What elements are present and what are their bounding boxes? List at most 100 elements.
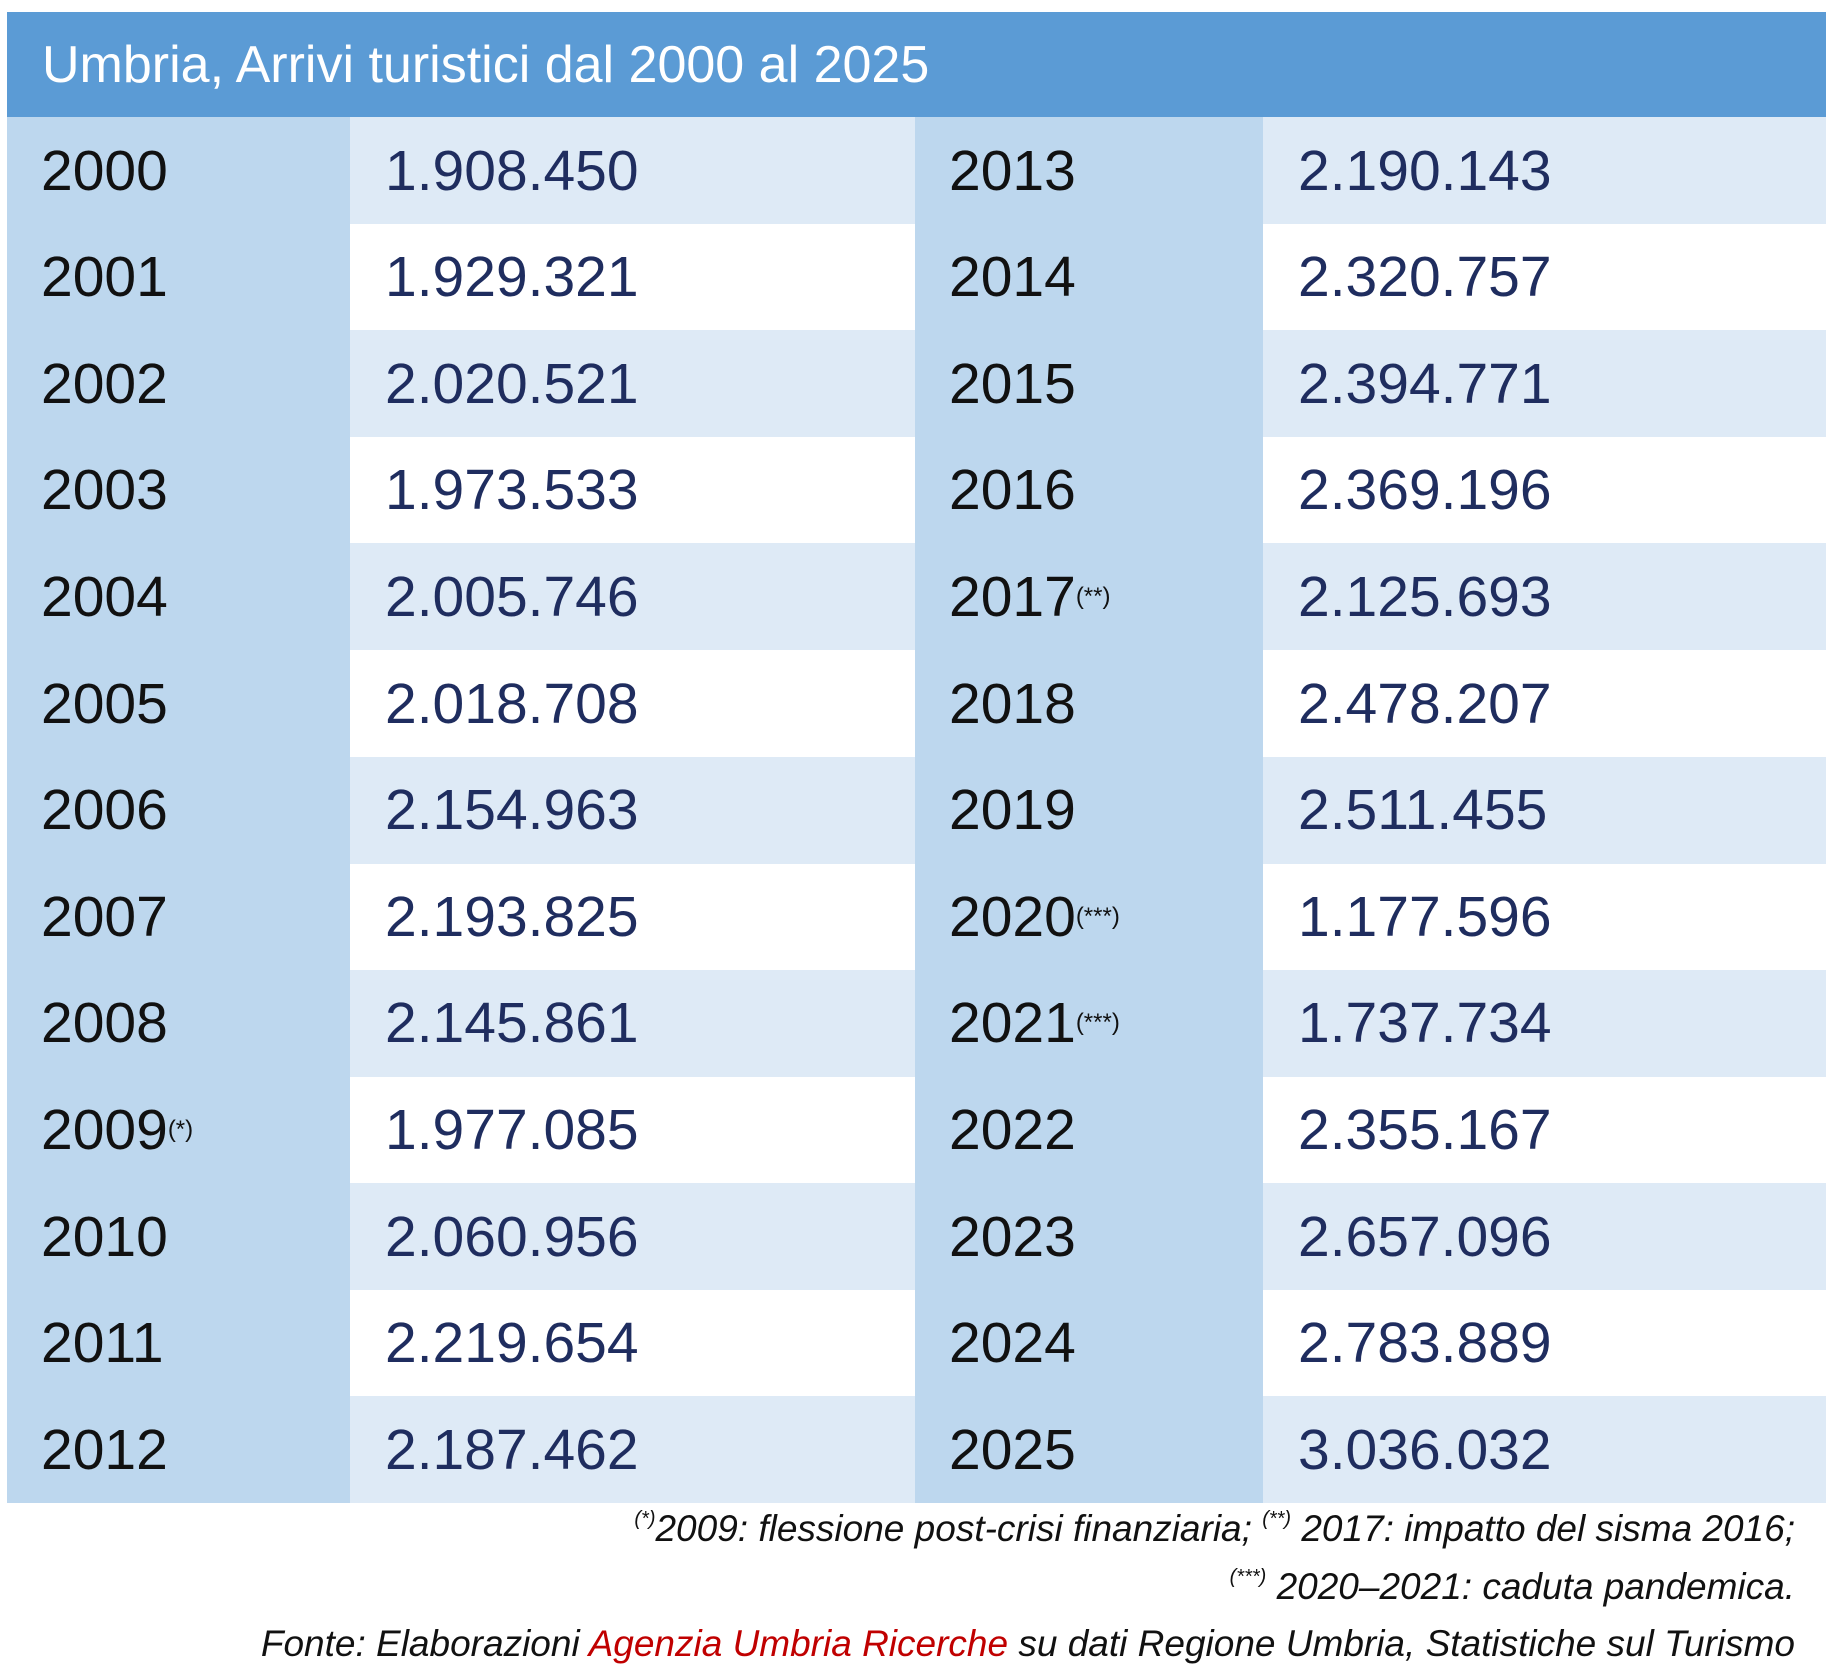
year-cell: 2009 (*) bbox=[7, 1076, 350, 1184]
footnote-mark: (*) bbox=[634, 1508, 656, 1530]
value: 2.005.746 bbox=[385, 564, 639, 629]
value-cell: 2.187.462 bbox=[350, 1396, 915, 1504]
year-cell: 2017 (**) bbox=[915, 543, 1263, 651]
year: 2012 bbox=[41, 1417, 168, 1482]
year-cell: 2019 bbox=[915, 756, 1263, 864]
footnote-text: 2020–2021: caduta pandemica. bbox=[1266, 1566, 1795, 1607]
year: 2019 bbox=[949, 778, 1076, 843]
footnote-line: (***) 2020–2021: caduta pandemica. bbox=[1230, 1566, 1795, 1608]
year: 2022 bbox=[949, 1097, 1076, 1162]
year: 2003 bbox=[41, 458, 168, 523]
value-cell: 3.036.032 bbox=[1263, 1396, 1826, 1504]
year-cell: 2000 bbox=[7, 117, 350, 225]
value: 2.187.462 bbox=[385, 1417, 639, 1482]
value: 1.929.321 bbox=[385, 245, 639, 310]
year-cell: 2006 bbox=[7, 756, 350, 864]
value: 2.355.167 bbox=[1298, 1097, 1552, 1162]
year-cell: 2001 bbox=[7, 223, 350, 331]
year: 2014 bbox=[949, 245, 1076, 310]
value-cell: 1.977.085 bbox=[350, 1076, 915, 1183]
year: 2000 bbox=[41, 138, 168, 203]
year: 2020 bbox=[949, 884, 1076, 949]
value: 2.145.861 bbox=[385, 991, 639, 1056]
year: 2025 bbox=[949, 1417, 1076, 1482]
year: 2011 bbox=[41, 1311, 164, 1376]
note-mark: (***) bbox=[1075, 902, 1120, 930]
year: 2002 bbox=[41, 351, 168, 416]
value: 2.657.096 bbox=[1298, 1204, 1552, 1269]
year: 2024 bbox=[949, 1311, 1076, 1376]
value: 3.036.032 bbox=[1298, 1417, 1552, 1482]
title-bar: Umbria, Arrivi turistici dal 2000 al 202… bbox=[7, 12, 1826, 117]
value-cell: 2.478.207 bbox=[1263, 650, 1826, 757]
value-cell: 2.145.861 bbox=[350, 969, 915, 1077]
year: 2005 bbox=[41, 671, 168, 736]
value: 2.018.708 bbox=[385, 671, 639, 736]
value: 2.511.455 bbox=[1298, 778, 1548, 843]
value-cell: 2.219.654 bbox=[350, 1290, 915, 1397]
value-cell: 1.973.533 bbox=[350, 437, 915, 544]
year-cell: 2010 bbox=[7, 1183, 350, 1291]
value-cell: 2.394.771 bbox=[1263, 330, 1826, 438]
value-cell: 2.154.963 bbox=[350, 756, 915, 864]
year-cell: 2011 bbox=[7, 1289, 350, 1397]
value-cell: 1.929.321 bbox=[350, 224, 915, 331]
year-cell: 2023 bbox=[915, 1183, 1263, 1291]
value-cell: 2.783.889 bbox=[1263, 1290, 1826, 1397]
value-cell: 2.193.825 bbox=[350, 863, 915, 970]
value-cell: 2.060.956 bbox=[350, 1183, 915, 1291]
year-cell: 2013 bbox=[915, 117, 1263, 225]
year-cell: 2021 (***) bbox=[915, 969, 1263, 1077]
year: 2018 bbox=[949, 671, 1076, 736]
value: 1.973.533 bbox=[385, 458, 639, 523]
year: 2004 bbox=[41, 564, 168, 629]
footnote-text: 2009: flessione post-crisi finanziaria; bbox=[655, 1508, 1263, 1549]
value-cell: 1.737.734 bbox=[1263, 969, 1826, 1077]
year: 2015 bbox=[949, 351, 1076, 416]
title: Umbria, Arrivi turistici dal 2000 al 202… bbox=[42, 35, 930, 94]
value: 2.219.654 bbox=[385, 1311, 639, 1376]
value-cell: 2.020.521 bbox=[350, 330, 915, 438]
year: 2010 bbox=[41, 1204, 168, 1269]
year: 2013 bbox=[949, 138, 1076, 203]
footnote-mark: (**) bbox=[1262, 1508, 1292, 1530]
year: 2006 bbox=[41, 778, 168, 843]
value-cell: 2.005.746 bbox=[350, 543, 915, 651]
year-cell: 2022 bbox=[915, 1076, 1263, 1184]
value-cell: 2.125.693 bbox=[1263, 543, 1826, 651]
note-mark: (**) bbox=[1075, 582, 1111, 610]
year-cell: 2003 bbox=[7, 436, 350, 544]
year-cell: 2005 bbox=[7, 650, 350, 758]
year-cell: 2018 bbox=[915, 650, 1263, 758]
footnote-mark: (***) bbox=[1229, 1566, 1267, 1588]
value: 2.190.143 bbox=[1298, 138, 1552, 203]
year-cell: 2020 (***) bbox=[915, 863, 1263, 971]
value-cell: 2.190.143 bbox=[1263, 117, 1826, 225]
value: 2.125.693 bbox=[1298, 564, 1552, 629]
year-cell: 2008 bbox=[7, 969, 350, 1077]
value-cell: 2.320.757 bbox=[1263, 224, 1826, 331]
year-cell: 2016 bbox=[915, 436, 1263, 544]
note-mark: (*) bbox=[167, 1115, 194, 1143]
value-cell: 2.511.455 bbox=[1263, 756, 1826, 864]
footnote-text: 2017: impatto del sisma 2016; bbox=[1291, 1508, 1795, 1549]
year: 2001 bbox=[41, 245, 168, 310]
value-cell: 1.908.450 bbox=[350, 117, 915, 225]
year-cell: 2012 bbox=[7, 1396, 350, 1504]
year: 2007 bbox=[41, 884, 168, 949]
value-cell: 1.177.596 bbox=[1263, 863, 1826, 970]
value: 1.737.734 bbox=[1298, 991, 1552, 1056]
value: 1.977.085 bbox=[385, 1097, 639, 1162]
year-cell: 2002 bbox=[7, 330, 350, 438]
value: 1.177.596 bbox=[1298, 884, 1552, 949]
value-cell: 2.018.708 bbox=[350, 650, 915, 757]
value: 2.783.889 bbox=[1298, 1311, 1552, 1376]
year-cell: 2015 bbox=[915, 330, 1263, 438]
value: 1.908.450 bbox=[385, 138, 639, 203]
value: 2.320.757 bbox=[1298, 245, 1552, 310]
source-text: Fonte: Elaborazioni bbox=[260, 1623, 589, 1664]
value: 2.020.521 bbox=[385, 351, 639, 416]
value: 2.154.963 bbox=[385, 778, 639, 843]
year: 2008 bbox=[41, 991, 168, 1056]
year-cell: 2024 bbox=[915, 1289, 1263, 1397]
